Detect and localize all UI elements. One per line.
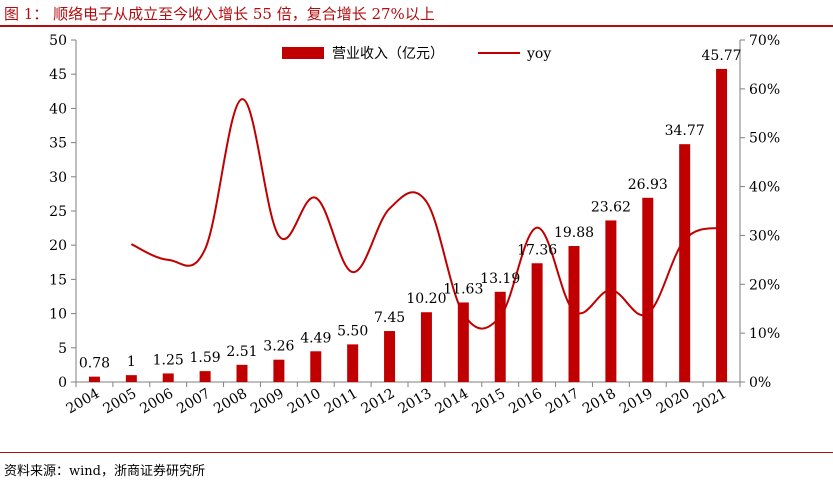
bar-value-label: 4.49 bbox=[300, 330, 331, 346]
x-tick-label: 2012 bbox=[359, 386, 398, 418]
bar-value-label: 34.77 bbox=[665, 123, 705, 139]
revenue-bar bbox=[642, 197, 654, 382]
revenue-bar bbox=[531, 263, 543, 382]
y-left-tick-label: 45 bbox=[49, 67, 67, 83]
y-left-tick-label: 0 bbox=[58, 375, 67, 391]
x-tick-label: 2006 bbox=[137, 386, 176, 418]
y-left-tick-label: 25 bbox=[49, 204, 67, 220]
y-left-tick-label: 30 bbox=[49, 170, 67, 186]
x-tick-label: 2011 bbox=[322, 386, 361, 418]
y-right-tick-label: 60% bbox=[749, 82, 780, 98]
revenue-bar bbox=[716, 68, 728, 382]
revenue-yoy-chart: 0 5 10 15 20 25 30 35 40 45 50 0% 10% 20% 30% 40% 50% 60%… bbox=[49, 33, 780, 418]
x-tick-label: 2018 bbox=[580, 386, 619, 418]
bar-value-label: 19.88 bbox=[554, 225, 594, 241]
bar-value-label: 45.77 bbox=[702, 48, 742, 64]
y-right-tick-label: 70% bbox=[749, 33, 780, 49]
yoy-line bbox=[130, 98, 722, 330]
figure-title-bar: 图 1： 顺络电子从成立至今收入增长 55 倍，复合增长 27%以上 bbox=[0, 0, 833, 27]
bar-value-label: 1 bbox=[127, 354, 136, 370]
y-right-tick-label: 0% bbox=[749, 375, 771, 391]
bar-value-label: 26.93 bbox=[628, 177, 668, 193]
bar-value-label: 10.20 bbox=[406, 291, 446, 307]
y-left-tick-label: 35 bbox=[49, 136, 67, 152]
revenue-bar bbox=[162, 373, 174, 382]
bar-value-label: 5.50 bbox=[337, 323, 368, 339]
y-right-tick-label: 30% bbox=[749, 228, 780, 244]
bar-value-label: 17.36 bbox=[517, 242, 557, 258]
x-tick-label: 2004 bbox=[64, 386, 103, 418]
revenue-bar bbox=[420, 312, 432, 382]
revenue-bar bbox=[88, 376, 100, 382]
y-left-tick-label: 20 bbox=[49, 238, 67, 254]
bar-value-label: 13.19 bbox=[480, 271, 520, 287]
x-tick-label: 2013 bbox=[396, 386, 435, 418]
y-left-tick-label: 10 bbox=[49, 307, 67, 323]
legend-bar-swatch bbox=[282, 47, 324, 59]
bar-value-label: 0.78 bbox=[79, 356, 110, 372]
x-tick-label: 2020 bbox=[654, 386, 693, 418]
x-tick-label: 2016 bbox=[506, 386, 545, 418]
legend: 营业收入（亿元） yoy bbox=[282, 46, 551, 62]
y-right-tick-label: 10% bbox=[749, 326, 780, 342]
bar-value-label: 1.25 bbox=[153, 352, 184, 368]
revenue-bar bbox=[199, 371, 211, 382]
x-tick-label: 2017 bbox=[543, 386, 582, 418]
source-divider bbox=[0, 452, 833, 453]
y-left-tick-label: 5 bbox=[58, 341, 67, 357]
line-layer bbox=[130, 98, 722, 330]
figure-title: 图 1： 顺络电子从成立至今收入增长 55 倍，复合增长 27%以上 bbox=[4, 5, 435, 23]
revenue-bar bbox=[310, 351, 322, 382]
x-tick-label: 2015 bbox=[469, 386, 508, 418]
bar-value-label: 7.45 bbox=[374, 310, 405, 326]
y-right-tick-label: 20% bbox=[749, 277, 780, 293]
y-right-tick-label: 50% bbox=[749, 131, 780, 147]
y-left-tick-label: 50 bbox=[49, 33, 67, 49]
bar-value-label: 2.51 bbox=[226, 344, 257, 360]
revenue-bar bbox=[125, 375, 137, 382]
x-tick-label: 2021 bbox=[691, 386, 730, 418]
y-left-tick-label: 15 bbox=[49, 272, 67, 288]
legend-bar-label: 营业收入（亿元） bbox=[332, 46, 444, 62]
data-labels-layer: 0.78 1 1.25 1.59 2.51 3.26 4.49 5.50 7.4510.2011… bbox=[79, 48, 742, 372]
bars-layer bbox=[88, 68, 728, 382]
x-tick-label: 2009 bbox=[248, 386, 287, 418]
revenue-bar bbox=[236, 364, 248, 382]
source-note: 资料来源：wind，浙商证券研究所 bbox=[4, 464, 205, 479]
revenue-bar bbox=[605, 220, 617, 382]
revenue-bar bbox=[457, 302, 469, 382]
revenue-bar bbox=[568, 246, 580, 382]
x-tick-label: 2007 bbox=[174, 386, 213, 418]
y-left-tick-label: 40 bbox=[49, 101, 67, 117]
y-right-tick-label: 40% bbox=[749, 180, 780, 196]
x-tick-label: 2010 bbox=[285, 386, 324, 418]
x-tick-label: 2019 bbox=[617, 386, 656, 418]
revenue-bar bbox=[347, 344, 359, 382]
revenue-bar bbox=[679, 144, 691, 382]
revenue-bar bbox=[273, 359, 285, 382]
bar-value-label: 11.63 bbox=[443, 281, 483, 297]
x-tick-label: 2008 bbox=[211, 386, 250, 418]
bar-value-label: 3.26 bbox=[263, 339, 294, 355]
legend-line-label: yoy bbox=[526, 46, 551, 62]
revenue-bar bbox=[494, 291, 506, 382]
x-tick-label: 2005 bbox=[100, 386, 139, 418]
bar-value-label: 23.62 bbox=[591, 199, 631, 215]
title-divider bbox=[0, 25, 833, 27]
x-tick-label: 2014 bbox=[432, 386, 471, 418]
bar-value-label: 1.59 bbox=[190, 350, 221, 366]
revenue-bar bbox=[384, 331, 396, 382]
